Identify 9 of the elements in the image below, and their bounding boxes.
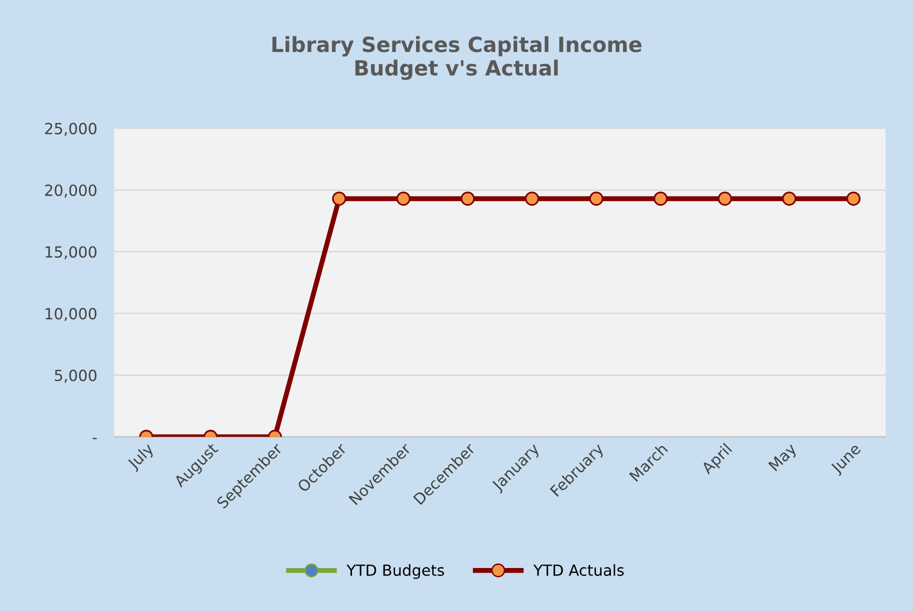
y-tick-label: 15,000: [46, 246, 96, 260]
y-tick-label: -: [92, 438, 97, 440]
y-tick-label: 25,000: [45, 122, 96, 136]
legend-label: YTD Budgets: [346, 564, 444, 579]
chart-title: Library Services Capital Income Budget v's Actual: [272, 36, 642, 80]
y-tick-label: 20,000: [45, 184, 96, 198]
legend-label: YTD Actuals: [533, 564, 624, 576]
y-tick-label: 5,000: [54, 370, 96, 383]
y-tick-label: 10,000: [46, 308, 96, 322]
